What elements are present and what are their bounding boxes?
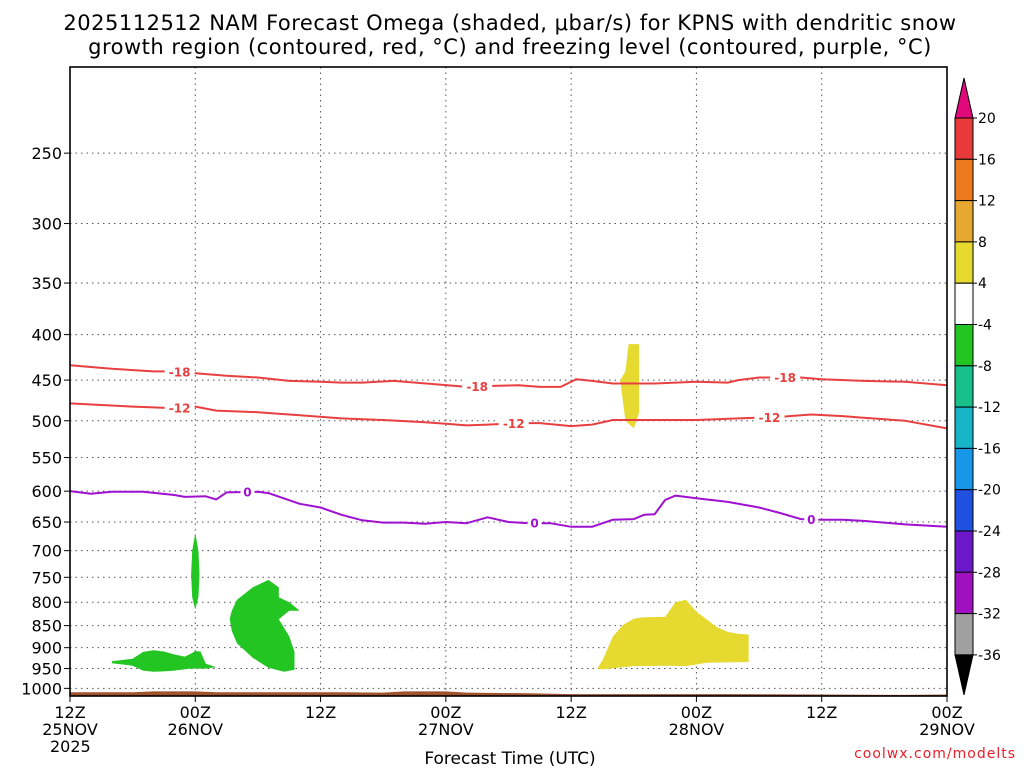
x-tick-label-36-1: 00Z xyxy=(430,703,461,722)
colorbar-label-10: -24 xyxy=(978,524,1001,540)
colorbar-band-5 xyxy=(954,324,974,367)
contour-label-0-0: -18 xyxy=(169,365,191,379)
colorbar-band-7 xyxy=(954,406,974,449)
source-credit[interactable]: coolwx.com/modelts xyxy=(854,746,1016,762)
y-tick-label-850: 850 xyxy=(31,617,62,636)
y-axis: 250 300 350 400 450 500 550 600 650 700 750 800 850 9… xyxy=(21,144,70,698)
x-tick-label-60-2: 28NOV xyxy=(669,720,725,739)
contour-label-1-0: -12 xyxy=(169,401,191,415)
y-tick-label-750: 750 xyxy=(31,568,62,587)
omega-region-2 xyxy=(191,533,200,610)
colorbar-band-2 xyxy=(954,200,974,243)
colorbar-top-arrow xyxy=(954,77,974,119)
x-tick-label-12-1: 00Z xyxy=(180,703,211,722)
y-tick-label-250: 250 xyxy=(31,144,62,163)
colorbar-bottom-arrow xyxy=(954,654,974,696)
colorbar-band-4 xyxy=(954,282,974,326)
colorbar: 20 16 12 8 4 -4 -8 -12 -16 -20 -24 -28 -32 -36 xyxy=(954,77,1001,696)
y-tick-label-550: 550 xyxy=(31,449,62,468)
x-tick-label-0-3: 2025 xyxy=(50,737,91,756)
ground-surface xyxy=(70,691,947,696)
colorbar-label-11: -28 xyxy=(978,565,1001,581)
y-tick-label-900: 900 xyxy=(31,639,62,658)
colorbar-band-1 xyxy=(954,158,974,202)
colorbar-label-7: -12 xyxy=(978,400,1001,416)
y-tick-label-600: 600 xyxy=(31,482,62,501)
x-tick-label-36-2: 27NOV xyxy=(418,720,474,739)
chart-title-line-1: 2025112512 NAM Forecast Omega (shaded, μ… xyxy=(63,11,956,35)
y-tick-label-500: 500 xyxy=(31,412,62,431)
contour-label-2-0: 0 xyxy=(243,485,251,499)
ground-layer xyxy=(70,691,947,696)
contour-label-bg-2-1 xyxy=(527,516,542,531)
colorbar-label-0: 20 xyxy=(978,111,996,127)
contour-label-2-1: 0 xyxy=(530,517,538,531)
contour-label-bg-0-2 xyxy=(770,370,801,385)
grid-lines xyxy=(70,67,947,696)
contour-lines: -18 -18 -18 -12 -12 -12 0 0 0 xyxy=(69,364,948,531)
contour-label-2-2: 0 xyxy=(807,513,815,527)
x-tick-label-0-2: 25NOV xyxy=(42,720,98,739)
x-tick-label-12-2: 26NOV xyxy=(167,720,223,739)
y-tick-label-950: 950 xyxy=(31,660,62,679)
x-tick-label-84-2: 29NOV xyxy=(919,720,975,739)
colorbar-label-5: -4 xyxy=(978,318,992,334)
colorbar-label-9: -20 xyxy=(978,483,1001,499)
y-tick-label-400: 400 xyxy=(31,326,62,345)
x-axis-title: Forecast Time (UTC) xyxy=(424,749,595,768)
y-tick-label-1000: 1000 xyxy=(21,679,62,698)
omega-region-1 xyxy=(111,650,217,672)
chart-title-line-2: growth region (contoured, red, °C) and f… xyxy=(88,35,932,59)
x-tick-label-72-1: 12Z xyxy=(806,703,837,722)
colorbar-band-12 xyxy=(954,613,974,656)
plot-frame xyxy=(69,66,948,697)
colorbar-label-2: 12 xyxy=(978,194,996,210)
contour-label-bg-1-1 xyxy=(498,416,529,431)
contour-label-0-2: -18 xyxy=(774,371,796,385)
colorbar-band-11 xyxy=(954,571,974,615)
colorbar-label-8: -16 xyxy=(978,441,1001,457)
colorbar-label-12: -32 xyxy=(978,607,1001,623)
contour-label-0-1: -18 xyxy=(466,380,488,394)
colorbar-label-6: -8 xyxy=(978,359,992,375)
x-tick-label-60-1: 00Z xyxy=(681,703,712,722)
colorbar-band-8 xyxy=(954,447,974,491)
colorbar-band-3 xyxy=(954,241,974,284)
colorbar-band-0 xyxy=(954,117,974,160)
colorbar-band-9 xyxy=(954,489,974,532)
colorbar-band-6 xyxy=(954,365,974,408)
contour-label-bg-0-0 xyxy=(164,364,195,379)
y-tick-label-650: 650 xyxy=(31,513,62,532)
y-tick-label-300: 300 xyxy=(31,215,62,234)
contour-label-1-1: -12 xyxy=(503,417,525,431)
contour-label-bg-2-0 xyxy=(240,484,255,499)
omega-region-3 xyxy=(229,579,300,672)
x-tick-label-84-1: 00Z xyxy=(931,703,962,722)
omega-region-4 xyxy=(620,344,639,429)
x-tick-label-24-1: 12Z xyxy=(305,703,336,722)
colorbar-band-10 xyxy=(954,530,974,573)
contour--18 xyxy=(69,364,948,388)
colorbar-label-4: 4 xyxy=(978,276,987,292)
contour-label-bg-2-2 xyxy=(804,512,819,527)
x-tick-label-0-1: 12Z xyxy=(54,703,85,722)
colorbar-label-3: 8 xyxy=(978,235,987,251)
colorbar-label-1: 16 xyxy=(978,152,996,168)
y-tick-label-350: 350 xyxy=(31,274,62,293)
y-tick-label-700: 700 xyxy=(31,542,62,561)
colorbar-label-13: -36 xyxy=(978,648,1001,664)
y-tick-label-450: 450 xyxy=(31,371,62,390)
omega-region-5 xyxy=(597,599,749,670)
contour-label-bg-0-1 xyxy=(462,379,493,394)
contour-label-1-2: -12 xyxy=(759,411,781,425)
contour-label-bg-1-2 xyxy=(754,410,785,425)
contour-label-bg-1-0 xyxy=(164,400,195,415)
x-tick-label-48-1: 12Z xyxy=(555,703,586,722)
omega-shading xyxy=(111,344,749,672)
y-tick-label-800: 800 xyxy=(31,593,62,612)
contour-0 xyxy=(69,490,948,528)
